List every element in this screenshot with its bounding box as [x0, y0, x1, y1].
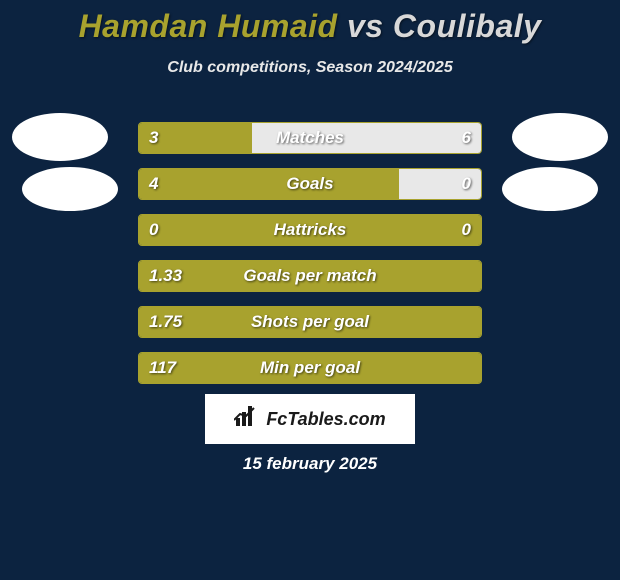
bar-value-left: 4 [149, 169, 158, 199]
stat-bar-row: Hattricks0 0 [138, 214, 482, 246]
avatar-icon [12, 113, 108, 161]
title-player2: Coulibaly [393, 8, 542, 44]
title-player1: Hamdan Humaid [79, 8, 338, 44]
bar-value-left: 0 [149, 215, 158, 245]
bar-value-left: 1.33 [149, 261, 182, 291]
bar-value-left: 3 [149, 123, 158, 153]
bar-label: Matches [139, 123, 481, 153]
avatar-icon [502, 167, 598, 211]
avatar-icon [22, 167, 118, 211]
stat-bar-row: Goals4 0 [138, 168, 482, 200]
bar-value-left: 117 [149, 353, 176, 383]
bar-label: Min per goal [139, 353, 481, 383]
stat-bar-row: Shots per goal1.75 [138, 306, 482, 338]
stat-bar-row: Min per goal117 [138, 352, 482, 384]
chart-icon [234, 406, 260, 432]
bar-value-right: 0 [462, 169, 471, 199]
bar-label: Goals [139, 169, 481, 199]
bar-value-left: 1.75 [149, 307, 182, 337]
title-vs: vs [347, 8, 384, 44]
logo-text: FcTables.com [266, 409, 385, 430]
logo-box: FcTables.com [205, 394, 415, 444]
avatar-icon [512, 113, 608, 161]
date-label: 15 february 2025 [0, 454, 620, 474]
bar-value-right: 0 [462, 215, 471, 245]
stat-bars: Matches36Goals40Hattricks00Goals per mat… [138, 122, 482, 398]
subtitle: Club competitions, Season 2024/2025 [0, 59, 620, 77]
stat-bar-row: Goals per match1.33 [138, 260, 482, 292]
page-title: Hamdan Humaid vs Coulibaly [0, 0, 620, 45]
bar-label: Shots per goal [139, 307, 481, 337]
bar-value-right: 6 [462, 123, 471, 153]
bar-label: Goals per match [139, 261, 481, 291]
stat-bar-row: Matches3 6 [138, 122, 482, 154]
bar-label: Hattricks [139, 215, 481, 245]
